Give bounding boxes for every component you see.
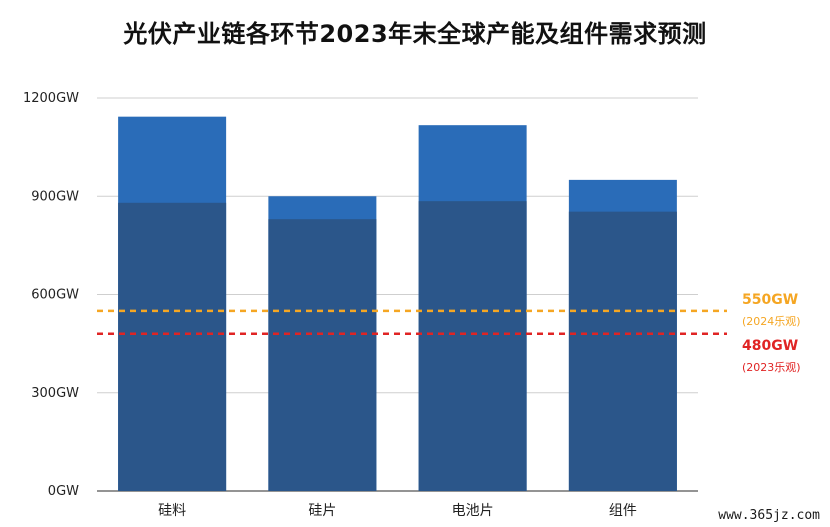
y-tick-label: 1200GW [23, 91, 79, 106]
y-tick-label: 900GW [31, 189, 79, 204]
reference-value-label: 550GW [742, 292, 798, 308]
reference-value-label: 480GW [742, 338, 798, 354]
bar [418, 201, 527, 491]
y-tick-label: 300GW [31, 386, 79, 401]
x-tick-label: 硅料 [158, 503, 186, 519]
reference-sub-label: (2024乐观) [742, 315, 801, 328]
x-tick-label: 硅片 [308, 503, 336, 519]
x-tick-label: 组件 [609, 503, 637, 519]
watermark: www.365jz.com [718, 508, 820, 523]
bar [568, 211, 677, 491]
reference-sub-label: (2023乐观) [742, 361, 801, 374]
bar [268, 219, 377, 492]
chart-title: 光伏产业链各环节2023年末全球产能及组件需求预测 [123, 20, 707, 48]
y-tick-label: 0GW [48, 484, 79, 499]
y-tick-label: 600GW [31, 288, 79, 303]
bar [118, 202, 227, 492]
x-tick-label: 电池片 [452, 503, 494, 519]
